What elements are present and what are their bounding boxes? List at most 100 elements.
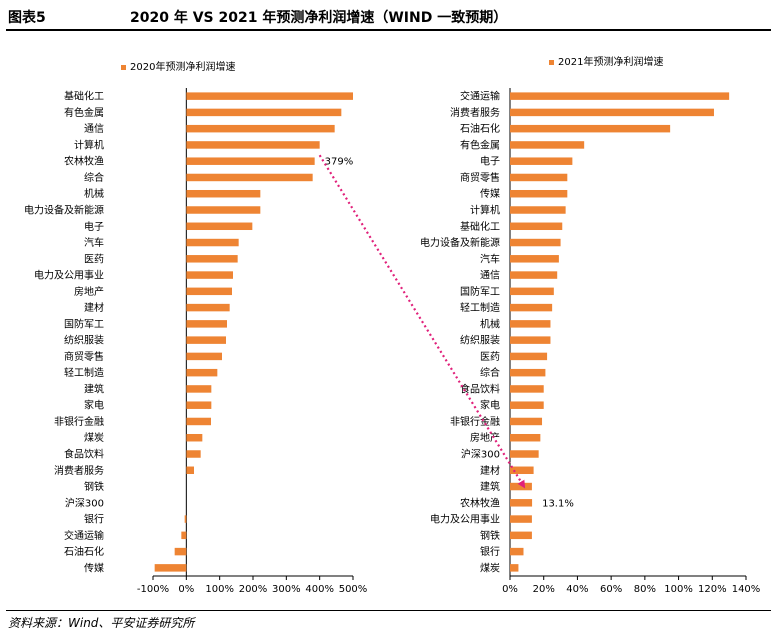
category-label: 医药 (84, 253, 104, 265)
bar (510, 433, 541, 442)
category-label: 轻工制造 (460, 301, 500, 314)
x-tick-label: 400% (305, 584, 334, 595)
bar (510, 547, 524, 556)
bar (186, 417, 211, 426)
bar (510, 352, 548, 361)
category-label: 电力及公用事业 (430, 513, 500, 526)
bar (510, 482, 532, 491)
bar (510, 499, 533, 507)
category-label: 综合 (84, 171, 104, 184)
category-label: 石油石化 (64, 545, 104, 558)
category-label: 家电 (480, 399, 500, 412)
bar (186, 124, 335, 133)
bar (510, 336, 551, 344)
bar (154, 564, 187, 572)
category-label: 建筑 (84, 382, 104, 395)
category-label: 房地产 (74, 285, 104, 298)
bar (186, 222, 253, 231)
x-tick-label: 40% (566, 584, 588, 595)
category-label: 煤炭 (84, 431, 104, 444)
category-label: 国防军工 (460, 285, 500, 298)
bar (510, 157, 573, 165)
category-label: 银行 (480, 545, 500, 558)
category-label: 非银行金融 (54, 415, 104, 428)
bar (510, 450, 539, 458)
bar (510, 124, 671, 133)
bar (186, 368, 218, 377)
bar (186, 336, 226, 344)
chart-2020: 2020年预测净利润增速 -100% 0% 100% 200% 300% 400% 500% 基… (24, 60, 367, 595)
category-label: 纺织服装 (64, 334, 104, 347)
category-label: 机械 (480, 317, 500, 330)
category-label: 国防军工 (64, 317, 104, 330)
category-label: 传媒 (480, 188, 500, 200)
category-label: 银行 (84, 513, 104, 526)
bar (174, 547, 187, 556)
category-label: 沪深300 (461, 448, 500, 461)
bar (186, 92, 353, 100)
category-label: 电力设备及新能源 (420, 236, 500, 249)
bar (510, 92, 730, 100)
category-label: 计算机 (470, 204, 500, 217)
category-label: 有色金属 (64, 106, 104, 119)
category-label: 通信 (84, 123, 104, 135)
category-label: 有色金属 (460, 138, 500, 151)
bar (186, 173, 313, 182)
category-label: 食品饮料 (64, 448, 104, 461)
category-label: 汽车 (84, 236, 104, 249)
bar (186, 141, 320, 149)
category-label: 家电 (84, 399, 104, 412)
bar (510, 206, 566, 214)
category-label: 电力设备及新能源 (24, 204, 104, 217)
bar (186, 157, 315, 165)
x-tick-label: 140% (732, 584, 761, 595)
category-label: 通信 (480, 270, 500, 282)
bar (510, 222, 563, 231)
category-label: 电力及公用事业 (34, 269, 104, 282)
category-label: 食品饮料 (460, 382, 500, 395)
bar (510, 531, 532, 540)
x-tick-label: 100% (664, 584, 693, 595)
bar (510, 141, 585, 149)
category-label: 建材 (84, 301, 104, 314)
bar (184, 515, 187, 523)
bar (186, 433, 203, 442)
bar (510, 108, 714, 117)
bottom-rule (6, 610, 771, 611)
category-label: 消费者服务 (54, 464, 104, 477)
bar (510, 173, 568, 182)
category-label: 电子 (480, 155, 500, 168)
category-label: 基础化工 (64, 90, 104, 103)
bar (186, 206, 261, 214)
x-tick-label: 100% (205, 584, 234, 595)
category-label: 纺织服装 (460, 334, 500, 347)
category-label: 基础化工 (460, 220, 500, 233)
bar (186, 189, 261, 198)
bar (186, 303, 230, 312)
figure-label: 图表5 (8, 10, 46, 26)
top-rule (6, 29, 771, 31)
category-label: 煤炭 (480, 561, 500, 574)
category-label: 电子 (84, 220, 104, 233)
bar (186, 255, 238, 263)
bar (181, 531, 187, 540)
bar (510, 320, 551, 328)
bar (510, 564, 519, 572)
chart-2021: 2021年预测净利润增速 0% 20% 40% 60% 80% 100% 120% 140% 交通… (420, 55, 760, 595)
category-label: 交通运输 (64, 529, 104, 542)
category-label: 机械 (84, 187, 104, 200)
source-note: 资料来源：Wind、平安证券研究所 (8, 616, 195, 630)
category-label: 汽车 (480, 252, 500, 265)
category-label: 建筑 (480, 480, 500, 493)
bar (186, 320, 227, 328)
x-tick-label: 60% (600, 584, 622, 595)
legend-label: 2021年预测净利润增速 (558, 55, 663, 68)
bar (510, 515, 532, 523)
bar (510, 255, 559, 263)
category-label: 石油石化 (460, 122, 500, 135)
category-label: 农林牧渔 (64, 155, 104, 168)
category-label: 建材 (480, 464, 500, 477)
bar (510, 401, 544, 409)
x-tick-label: 20% (533, 584, 555, 595)
bar (510, 417, 543, 426)
